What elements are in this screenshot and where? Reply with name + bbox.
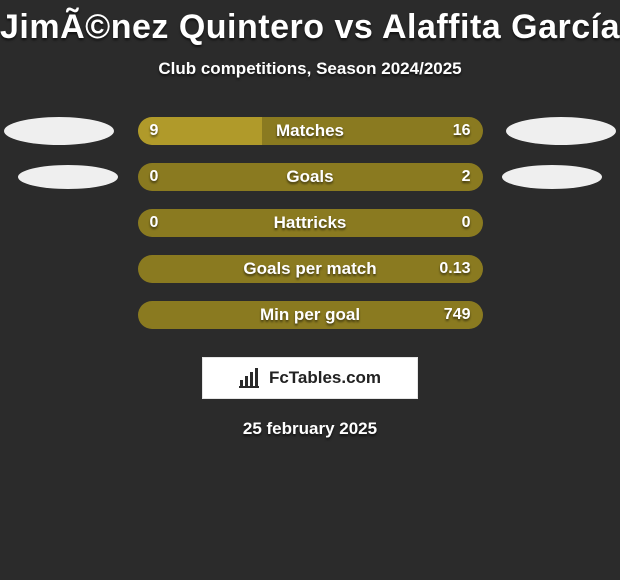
stat-bar: Goals per match 0.13 bbox=[138, 255, 483, 283]
player-right-ellipse bbox=[506, 117, 616, 145]
page-subtitle: Club competitions, Season 2024/2025 bbox=[0, 59, 620, 79]
page-title: JimÃ©nez Quintero vs Alaffita García bbox=[0, 8, 620, 47]
player-left-ellipse bbox=[4, 117, 114, 145]
stat-value-left: 9 bbox=[150, 122, 159, 140]
stat-label: Hattricks bbox=[274, 213, 347, 233]
player-left-ellipse bbox=[18, 165, 118, 189]
stat-row: Min per goal 749 bbox=[0, 301, 620, 329]
stat-bar: 9 Matches 16 bbox=[138, 117, 483, 145]
chart-bars-icon bbox=[239, 368, 263, 388]
stat-value-left: 0 bbox=[150, 214, 159, 232]
stat-label: Matches bbox=[276, 121, 344, 141]
stat-bar: 0 Goals 2 bbox=[138, 163, 483, 191]
stat-value-right: 16 bbox=[453, 122, 471, 140]
stat-row: 0 Goals 2 bbox=[0, 163, 620, 191]
stat-value-left: 0 bbox=[150, 168, 159, 186]
stat-label: Goals bbox=[286, 167, 333, 187]
stat-bar: Min per goal 749 bbox=[138, 301, 483, 329]
stat-row: 0 Hattricks 0 bbox=[0, 209, 620, 237]
stat-row: 9 Matches 16 bbox=[0, 117, 620, 145]
stat-label: Goals per match bbox=[243, 259, 376, 279]
stat-row: Goals per match 0.13 bbox=[0, 255, 620, 283]
player-right-ellipse bbox=[502, 165, 602, 189]
stat-value-right: 2 bbox=[462, 168, 471, 186]
date-text: 25 february 2025 bbox=[0, 419, 620, 439]
brand-text: FcTables.com bbox=[269, 368, 381, 388]
stat-value-right: 749 bbox=[444, 306, 471, 324]
stat-value-right: 0 bbox=[462, 214, 471, 232]
stat-rows: 9 Matches 16 0 Goals 2 0 Hattricks 0 Goals per ma… bbox=[0, 117, 620, 329]
brand-badge: FcTables.com bbox=[202, 357, 418, 399]
stat-value-right: 0.13 bbox=[439, 260, 470, 278]
stat-label: Min per goal bbox=[260, 305, 360, 325]
stat-bar: 0 Hattricks 0 bbox=[138, 209, 483, 237]
comparison-infographic: JimÃ©nez Quintero vs Alaffita García Clu… bbox=[0, 0, 620, 580]
